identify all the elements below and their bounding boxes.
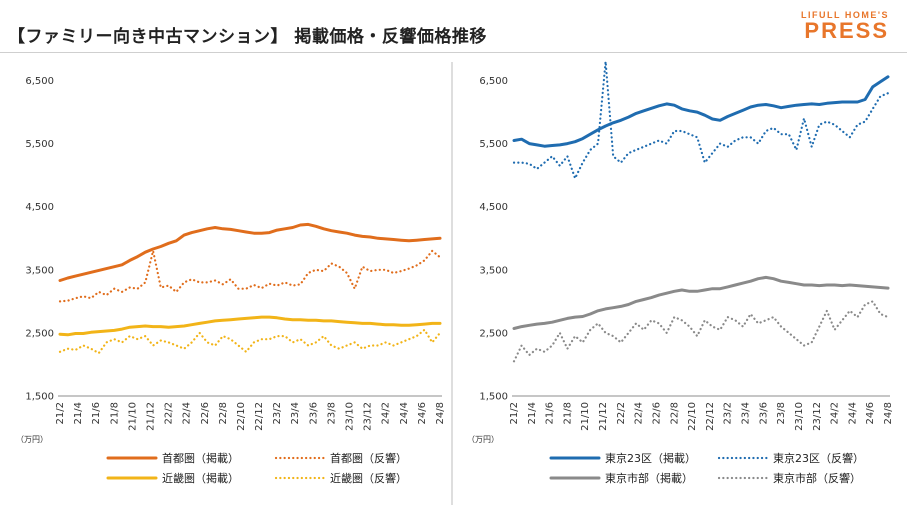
x-tick-label: 22/4 bbox=[634, 402, 645, 424]
x-tick-label: 21/12 bbox=[598, 402, 609, 431]
series-line-1 bbox=[512, 60, 890, 180]
tokyo-price-chart: 1,500 2,500 3,500 4,500 5,500 6,500 21/2 21/4 21… bbox=[467, 60, 894, 485]
series-line-2 bbox=[58, 315, 442, 337]
x-tick-label: 21/4 bbox=[73, 402, 84, 424]
x-tick-label: 21/2 bbox=[509, 402, 520, 424]
y-tick-label: 6,500 bbox=[479, 76, 508, 87]
series-line-0 bbox=[512, 75, 890, 148]
header-divider bbox=[0, 52, 907, 53]
x-tick-label: 22/4 bbox=[182, 402, 193, 424]
x-tick-label: 24/4 bbox=[847, 402, 858, 424]
x-tick-label: 23/8 bbox=[776, 402, 787, 424]
x-tick-label: 21/6 bbox=[91, 402, 102, 424]
x-tick-label: 22/8 bbox=[218, 402, 229, 424]
x-tick-label: 23/4 bbox=[290, 402, 301, 424]
series-line-3 bbox=[58, 328, 442, 355]
metro-kinki-price-chart: 1,500 2,500 3,500 4,500 5,500 6,500 21/2 21/4 21… bbox=[16, 62, 453, 505]
brand-logo: LIFULL HOME'S PRESS bbox=[801, 10, 889, 42]
legend-label-0: 首都圏（掲載） bbox=[162, 451, 239, 465]
y-tick-label: 1,500 bbox=[479, 392, 508, 403]
x-tick-label: 23/8 bbox=[326, 402, 337, 424]
x-tick-label: 23/2 bbox=[272, 402, 283, 424]
unit-label: （万円） bbox=[467, 435, 499, 444]
y-tick-label: 6,500 bbox=[25, 76, 54, 87]
legend-label-1: 東京23区（反響） bbox=[773, 451, 864, 465]
y-tick-label: 5,500 bbox=[25, 139, 54, 150]
x-tick-label: 22/10 bbox=[236, 402, 247, 431]
series-line-3 bbox=[512, 300, 890, 363]
x-tick-label: 23/6 bbox=[308, 402, 319, 424]
y-tick-label: 2,500 bbox=[25, 328, 54, 339]
x-tick-label: 23/4 bbox=[741, 402, 752, 424]
x-tick-label: 23/2 bbox=[723, 402, 734, 424]
x-tick-label: 24/4 bbox=[399, 402, 410, 424]
x-tick-label: 22/10 bbox=[687, 402, 698, 431]
x-tick-label: 22/2 bbox=[616, 402, 627, 424]
logo-big-text: PRESS bbox=[804, 18, 889, 43]
x-tick-label: 21/12 bbox=[145, 402, 156, 431]
x-tick-label: 24/2 bbox=[381, 402, 392, 424]
x-tick-label: 24/6 bbox=[865, 402, 876, 424]
x-tick-label: 22/6 bbox=[651, 402, 662, 424]
x-tick-label: 24/2 bbox=[830, 402, 841, 424]
x-tick-label: 24/8 bbox=[435, 402, 446, 424]
legend-label-3: 東京市部（反響） bbox=[773, 471, 861, 485]
x-tick-label: 22/2 bbox=[164, 402, 175, 424]
legend-label-1: 首都圏（反響） bbox=[330, 451, 407, 465]
x-tick-label: 23/12 bbox=[363, 402, 374, 431]
x-tick-label: 22/12 bbox=[254, 402, 265, 431]
legend-label-2: 東京市部（掲載） bbox=[605, 471, 693, 485]
y-tick-label: 4,500 bbox=[479, 202, 508, 213]
x-tick-label: 21/6 bbox=[545, 402, 556, 424]
y-tick-label: 3,500 bbox=[25, 265, 54, 276]
y-tick-label: 1,500 bbox=[25, 392, 54, 403]
x-tick-label: 23/10 bbox=[345, 402, 356, 431]
x-tick-label: 21/2 bbox=[55, 402, 66, 424]
series-line-1 bbox=[58, 249, 442, 303]
page-title: 【ファミリー向き中古マンション】 掲載価格・反響価格推移 bbox=[8, 27, 487, 47]
series-line-0 bbox=[58, 222, 442, 282]
legend-label-0: 東京23区（掲載） bbox=[605, 451, 696, 465]
x-tick-label: 21/8 bbox=[109, 402, 120, 424]
unit-label: （万円） bbox=[16, 435, 48, 444]
y-tick-label: 2,500 bbox=[479, 328, 508, 339]
x-tick-label: 23/6 bbox=[758, 402, 769, 424]
x-tick-label: 22/6 bbox=[200, 402, 211, 424]
x-tick-label: 21/10 bbox=[127, 402, 138, 431]
y-tick-label: 3,500 bbox=[479, 265, 508, 276]
legend-label-3: 近畿圏（反響） bbox=[330, 471, 407, 485]
series-line-2 bbox=[512, 275, 890, 330]
x-tick-label: 24/6 bbox=[417, 402, 428, 424]
x-tick-label: 24/8 bbox=[883, 402, 894, 424]
y-tick-label: 5,500 bbox=[479, 139, 508, 150]
x-tick-label: 21/10 bbox=[580, 402, 591, 431]
x-tick-label: 21/8 bbox=[562, 402, 573, 424]
x-tick-label: 23/10 bbox=[794, 402, 805, 431]
x-tick-label: 21/4 bbox=[527, 402, 538, 424]
x-tick-label: 22/8 bbox=[669, 402, 680, 424]
legend-label-2: 近畿圏（掲載） bbox=[162, 471, 239, 485]
logo-small-text: LIFULL HOME'S bbox=[801, 10, 889, 20]
x-tick-label: 23/12 bbox=[812, 402, 823, 431]
x-tick-label: 22/12 bbox=[705, 402, 716, 431]
y-tick-label: 4,500 bbox=[25, 202, 54, 213]
